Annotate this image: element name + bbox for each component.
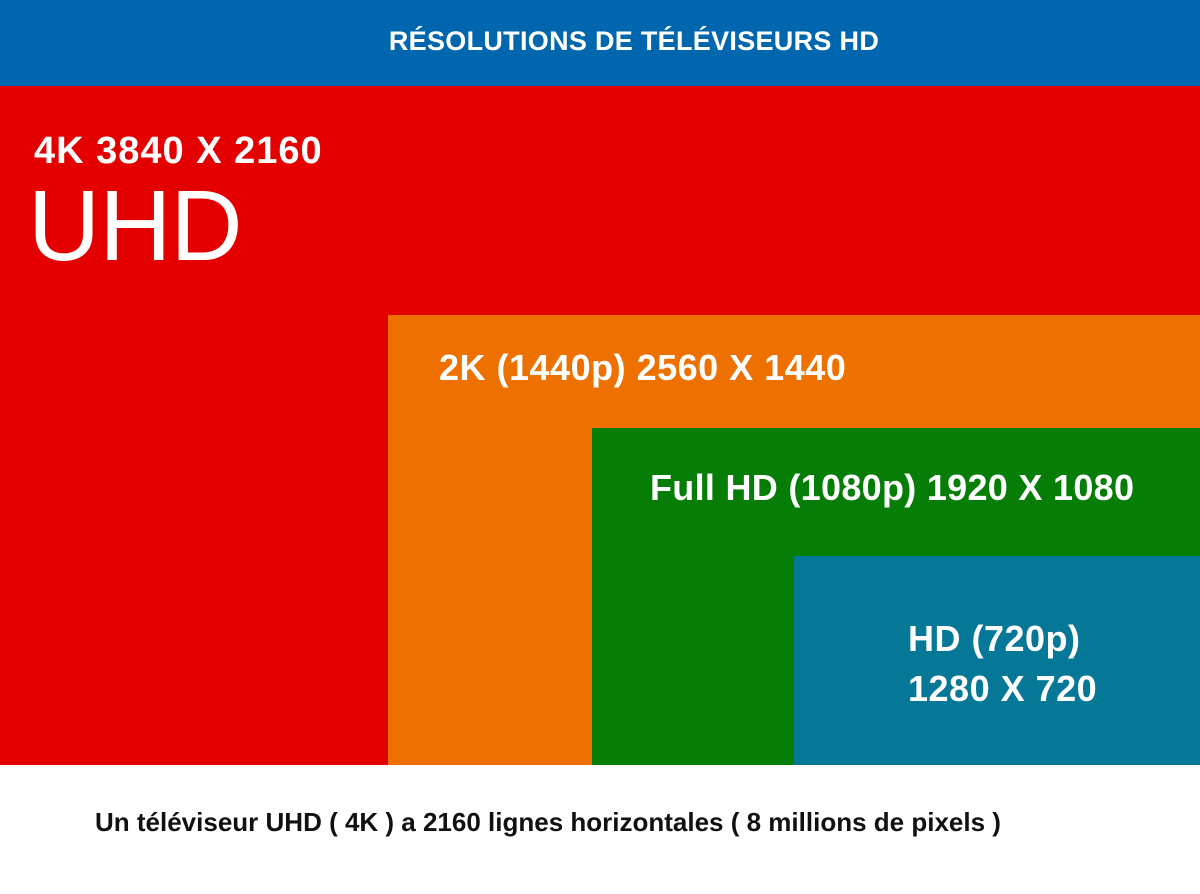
title-banner: RÉSOLUTIONS DE TÉLÉVISEURS HD bbox=[0, 0, 1200, 86]
uhd-4k-resolution-label: 4K 3840 X 2160 bbox=[34, 130, 323, 172]
full-hd-resolution-label: Full HD (1080p) 1920 X 1080 bbox=[650, 467, 1135, 508]
footer-caption: Un téléviseur UHD ( 4K ) a 2160 lignes h… bbox=[95, 807, 1001, 837]
hd-resolution-label: 1280 X 720 bbox=[908, 668, 1098, 709]
uhd-name-label: UHD bbox=[28, 170, 243, 282]
2k-resolution-label: 2K (1440p) 2560 X 1440 bbox=[439, 347, 847, 388]
page-title: RÉSOLUTIONS DE TÉLÉVISEURS HD bbox=[388, 25, 880, 56]
hd-name-label: HD (720p) bbox=[908, 618, 1081, 659]
hd-block bbox=[794, 556, 1200, 765]
